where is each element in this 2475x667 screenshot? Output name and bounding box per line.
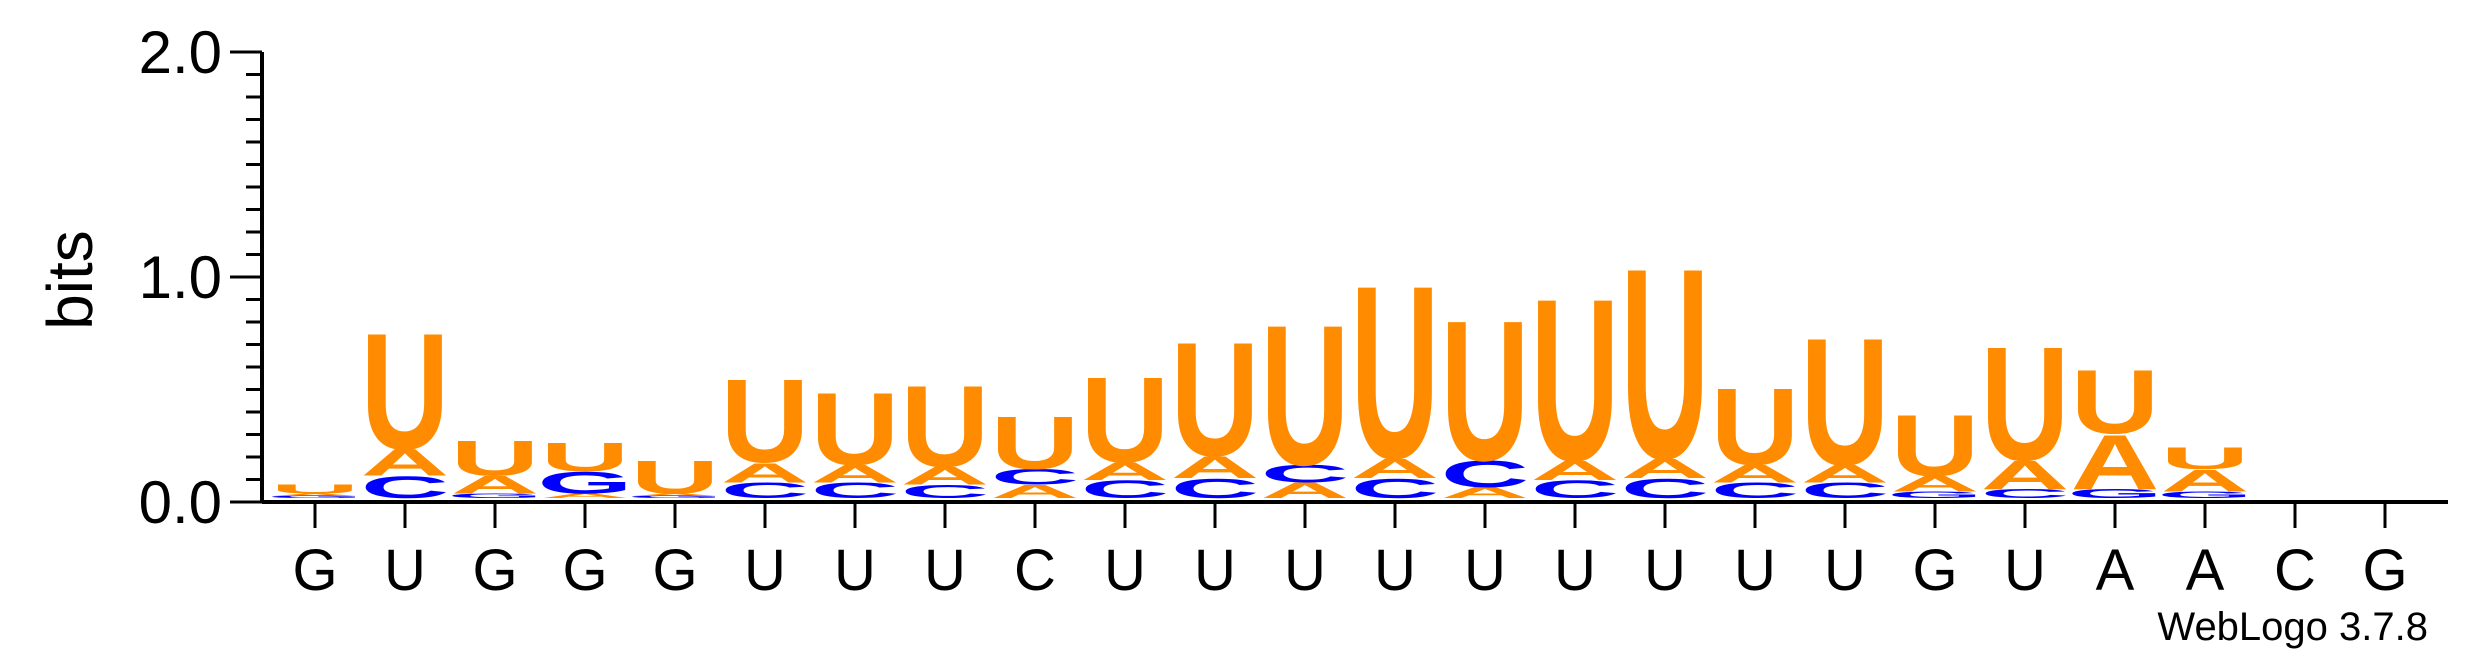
logo-letter-u: U (1261, 285, 1350, 508)
logo-letter-u: U (901, 363, 990, 492)
x-tick-label: U (924, 538, 966, 603)
logo-letter-u: U (2071, 350, 2160, 452)
logo-letter-u: U (451, 430, 540, 486)
x-tick-label: G (2362, 538, 2407, 603)
x-tick-label: U (1644, 538, 1686, 603)
y-axis-label: bits (34, 230, 106, 330)
logo-letter-a: A (361, 442, 450, 484)
logo-letter-a: A (1351, 452, 1440, 484)
logo-letter-u: U (991, 401, 1080, 485)
logo-letter-u: U (2161, 441, 2250, 476)
logo-letter-g: G (2067, 487, 2163, 501)
logo-letter-a: A (2071, 418, 2160, 505)
logo-letter-a: A (721, 457, 810, 489)
logo-letter-a: A (1801, 460, 1890, 488)
logo-letter-u: U (1711, 366, 1800, 488)
logo-letter-a: A (1531, 454, 1620, 486)
logo-letter-u: U (361, 299, 450, 484)
logo-letter-u: U (811, 372, 900, 487)
logo-letter-a: A (2161, 463, 2250, 498)
logo-letter-c: C (901, 481, 990, 502)
logo-letter-u: U (1351, 235, 1440, 511)
x-tick-label: U (1554, 538, 1596, 603)
logo-letter-u: U (1081, 351, 1170, 487)
logo-letter-c: C (1711, 478, 1800, 503)
logo-letter-a: A (811, 460, 900, 488)
logo-letter-c: C (1441, 453, 1530, 495)
x-tick-label: G (562, 538, 607, 603)
logo-letter-c: C (1531, 475, 1620, 503)
weblogo-credit: WebLogo 3.7.8 (2157, 605, 2428, 649)
x-tick-label: U (1464, 538, 1506, 603)
logo-letter-a: A (901, 462, 990, 490)
logo-letter-a: A (1981, 453, 2070, 498)
y-tick-label: 1.0 (139, 244, 222, 311)
x-tick-label: U (1824, 538, 1866, 603)
y-tick-label: 2.0 (139, 19, 222, 86)
logo-letter-u: U (721, 355, 810, 488)
x-tick-label: U (1374, 538, 1416, 603)
logo-letter-a: A (631, 493, 720, 496)
logo-letter-a: A (1441, 484, 1530, 501)
logo-letter-c: C (721, 478, 810, 503)
logo-letter-a: A (1711, 460, 1800, 488)
x-tick-label: G (292, 538, 337, 603)
logo-letter-u: U (1981, 313, 2070, 495)
x-tick-label: A (2096, 538, 2135, 603)
logo-letter-a: A (1261, 478, 1350, 503)
logo-letter-c: C (1351, 472, 1440, 504)
x-tick-label: A (2186, 538, 2225, 603)
logo-letter-u: U (1531, 251, 1620, 510)
logo-letter-u: U (1621, 211, 1710, 515)
x-tick-label: C (1014, 538, 1056, 603)
x-tick-label: U (834, 538, 876, 603)
logo-letter-g: G (447, 492, 543, 499)
logo-letter-c: C (991, 465, 1080, 490)
x-tick-label: C (2274, 538, 2316, 603)
logo-letter-c: C (1981, 487, 2070, 501)
logo-letter-g: G (2157, 490, 2253, 500)
x-tick-label: U (2004, 538, 2046, 603)
logo-letter-g: G (627, 495, 723, 498)
logo-letter-c: C (1801, 478, 1890, 503)
logo-letter-g: G (537, 465, 633, 500)
logo-letter-a: A (1171, 450, 1260, 485)
logo-letter-a: A (271, 493, 360, 496)
x-tick-label: U (1734, 538, 1776, 603)
logo-letter-u: U (271, 482, 360, 496)
logo-letter-u: U (1891, 396, 1980, 494)
logo-letter-a: A (1081, 457, 1170, 485)
logo-letter-u: U (631, 451, 720, 503)
y-tick-label: 0.0 (139, 469, 222, 536)
logo-letter-c: C (1261, 460, 1350, 488)
x-tick-label: U (384, 538, 426, 603)
logo-letter-a: A (991, 481, 1080, 502)
x-tick-label: G (1912, 538, 1957, 603)
logo-letter-a: A (1891, 471, 1980, 496)
logo-letter-u: U (1441, 280, 1530, 503)
logo-letter-c: C (1171, 472, 1260, 504)
logo-letter-c: C (361, 470, 450, 505)
logo-letter-g: G (267, 495, 363, 498)
logo-letter-u: U (1801, 300, 1890, 503)
x-tick-label: G (472, 538, 517, 603)
logo-letter-u: U (1171, 309, 1260, 491)
x-tick-label: U (744, 538, 786, 603)
logo-letter-a: A (451, 471, 540, 499)
x-tick-label: U (1194, 538, 1236, 603)
logo-letter-c: C (811, 478, 900, 503)
logo-letter-a: A (541, 492, 630, 499)
logo-letter-a: A (1621, 452, 1710, 484)
x-tick-label: G (652, 538, 697, 603)
logo-letter-c: C (1081, 475, 1170, 503)
logo-letter-c: C (1621, 472, 1710, 504)
logo-letter-u: U (541, 435, 630, 480)
logo-letter-g: G (1887, 490, 1983, 500)
x-tick-label: U (1284, 538, 1326, 603)
x-tick-label: U (1104, 538, 1146, 603)
